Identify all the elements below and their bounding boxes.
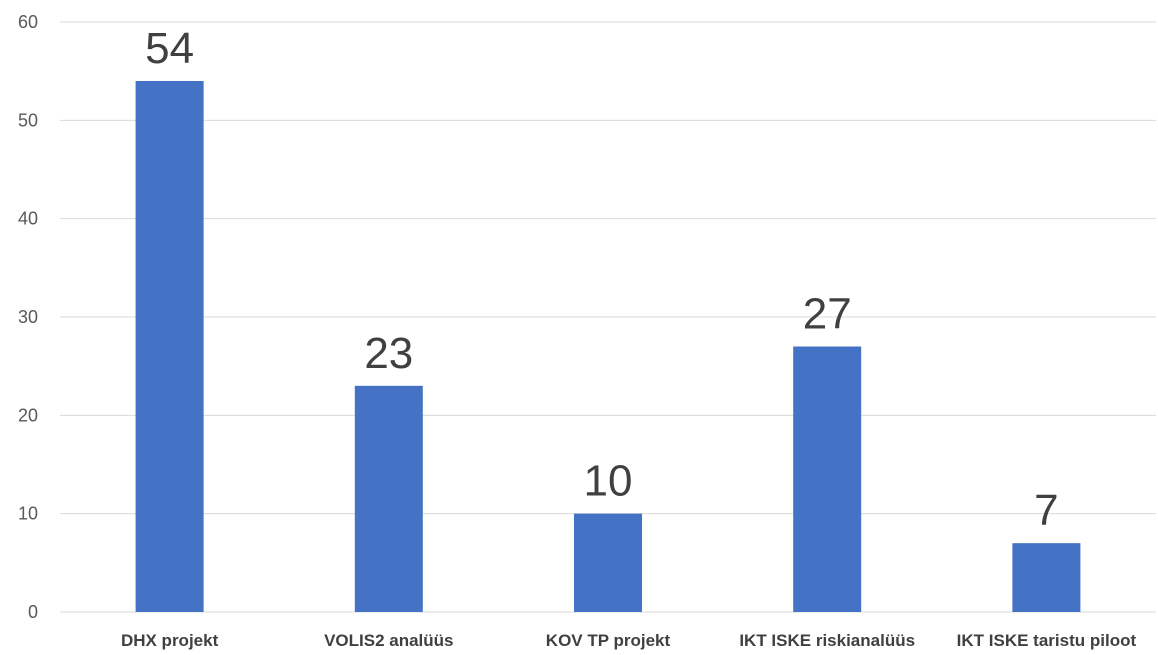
bar-2: [354, 385, 423, 612]
y-tick-label-40: 40: [18, 209, 38, 229]
data-label-4: 27: [803, 290, 852, 339]
bar-1: [135, 81, 204, 612]
data-label-2: 23: [364, 329, 413, 378]
x-tick-label-5: IKT ISKE taristu piloot: [957, 631, 1137, 650]
bar-5: [1012, 543, 1081, 612]
y-tick-label-20: 20: [18, 405, 38, 425]
label-layer: 0 10 20 30 40 50 60 54 DHX projekt 23 VOLIS2 analü…: [18, 12, 1136, 650]
x-tick-label-2: VOLIS2 analüüs: [324, 631, 453, 650]
grid-layer: [60, 21, 1156, 613]
bar-3: [574, 513, 642, 612]
y-tick-label-60: 60: [18, 12, 38, 32]
y-tick-label-30: 30: [18, 307, 38, 327]
y-tick-label-10: 10: [18, 504, 38, 524]
data-label-3: 10: [584, 457, 633, 506]
x-tick-label-3: KOV TP projekt: [546, 631, 671, 650]
bar-layer: [135, 81, 1081, 612]
y-tick-label-50: 50: [18, 110, 38, 130]
y-tick-label-0: 0: [28, 602, 38, 622]
bar-4: [793, 346, 862, 612]
data-label-5: 7: [1034, 486, 1058, 535]
x-tick-label-4: IKT ISKE riskianalüüs: [739, 631, 915, 650]
x-tick-label-1: DHX projekt: [121, 631, 219, 650]
data-label-1: 54: [145, 24, 194, 73]
